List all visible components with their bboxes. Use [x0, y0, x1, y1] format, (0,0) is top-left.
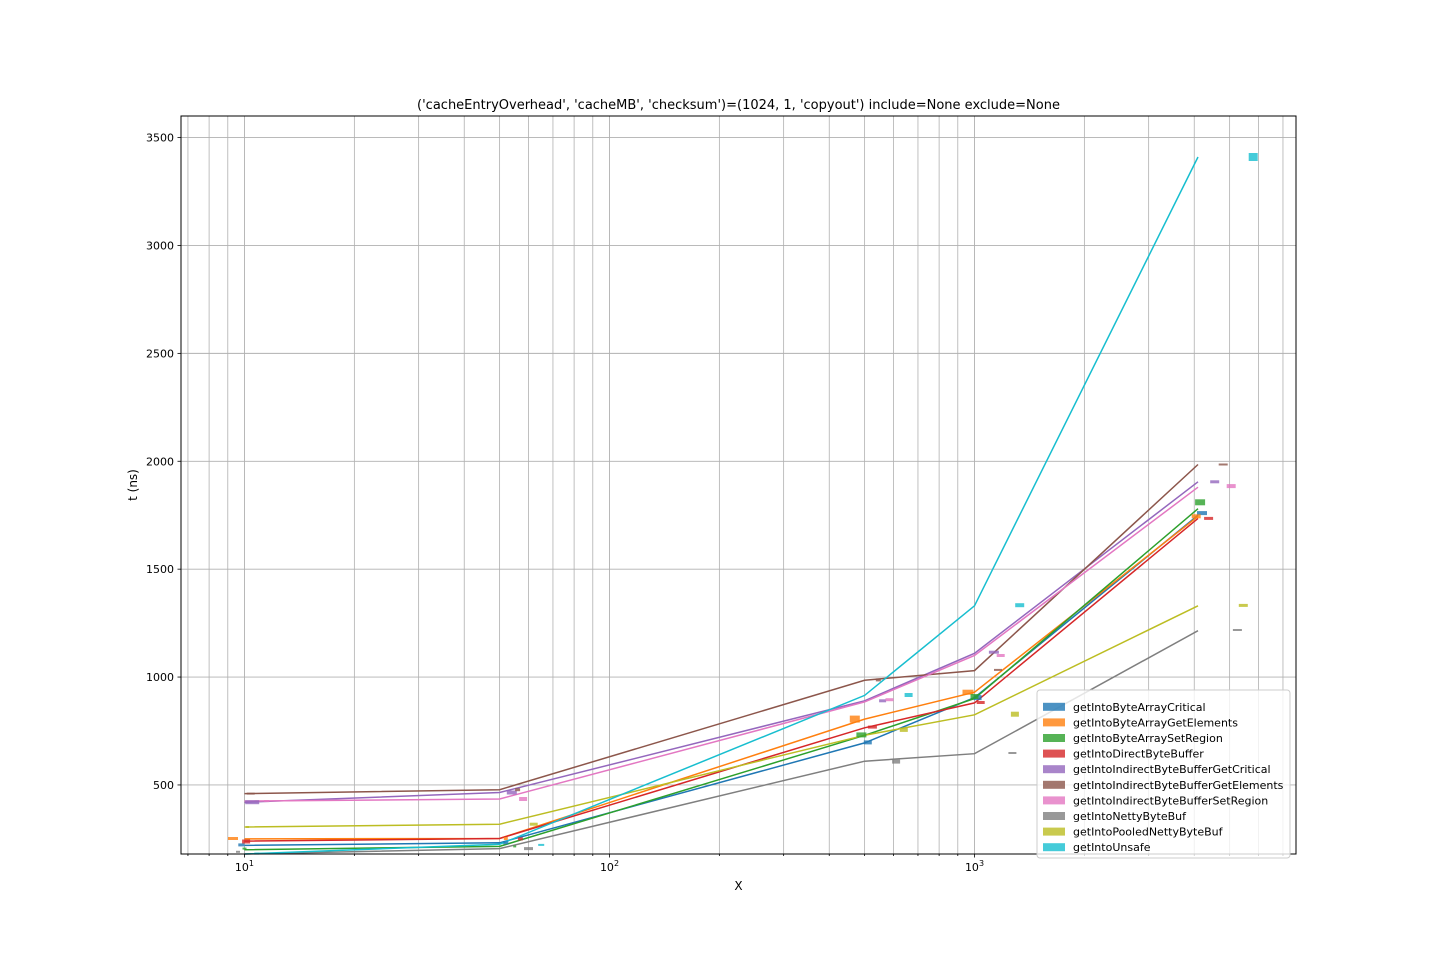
legend-swatch: [1043, 718, 1065, 727]
legend-entry-label: getIntoNettyByteBuf: [1073, 810, 1187, 823]
series-marker: [1204, 516, 1214, 520]
series-marker: [988, 650, 999, 654]
series-marker: [867, 725, 877, 729]
y-tick-label: 3000: [146, 239, 174, 252]
series-marker: [1195, 499, 1206, 506]
legend-swatch: [1043, 812, 1065, 820]
legend-swatch: [1043, 780, 1065, 789]
series-marker: [996, 654, 1005, 657]
series-marker: [264, 800, 270, 803]
legend-entry-label: getIntoByteArraySetRegion: [1073, 732, 1223, 745]
series-marker: [1226, 484, 1236, 489]
legend: getIntoByteArrayCritical getIntoByteArray…: [1036, 689, 1291, 859]
y-tick-label: 1000: [146, 671, 174, 684]
y-tick-label: 3500: [146, 132, 174, 145]
series-marker: [976, 701, 985, 704]
series-marker: [1008, 752, 1017, 754]
series-marker: [529, 822, 538, 826]
y-tick-label: 2000: [146, 455, 174, 468]
legend-swatch: [1043, 765, 1065, 774]
y-axis-label: t (ns): [126, 469, 140, 501]
series-marker: [994, 668, 1002, 671]
series-marker: [885, 698, 894, 702]
series-lines: [244, 156, 1199, 855]
x-tick-label: 103: [965, 859, 984, 874]
series-marker: [236, 850, 240, 853]
legend-swatch: [1043, 796, 1065, 805]
series-marker: [1015, 603, 1025, 608]
series-marker: [849, 715, 860, 723]
x-tick-label: 101: [235, 859, 254, 874]
series-line: [244, 156, 1199, 855]
series-marker: [899, 727, 908, 732]
series-marker: [1210, 480, 1220, 484]
series-marker: [246, 826, 250, 828]
series-marker: [228, 837, 238, 840]
legend-entry-label: getIntoUnsafe: [1073, 841, 1151, 854]
series-marker: [863, 740, 872, 745]
series-marker: [524, 847, 533, 851]
series-marker: [517, 837, 523, 841]
series-line: [244, 463, 1199, 795]
series-marker: [245, 800, 260, 805]
series-marker: [879, 699, 887, 703]
series-marker: [519, 797, 528, 801]
series-marker: [513, 845, 517, 848]
legend-entry-label: getIntoDirectByteBuffer: [1073, 748, 1204, 761]
series-marker: [970, 694, 979, 699]
legend-swatch: [1043, 827, 1065, 836]
series-marker: [1232, 629, 1242, 631]
legend-entry-label: getIntoIndirectByteBufferSetRegion: [1073, 794, 1268, 807]
legend-swatch: [1043, 843, 1065, 852]
series-marker: [904, 693, 913, 697]
series-marker: [503, 837, 508, 840]
y-tick-label: 500: [153, 779, 174, 792]
series-marker: [1191, 514, 1201, 519]
series-marker: [892, 759, 901, 764]
series-marker: [242, 839, 251, 844]
series-marker: [503, 841, 509, 845]
legend-entry-label: getIntoByteArrayCritical: [1073, 701, 1206, 714]
y-tick-label: 2500: [146, 347, 174, 360]
series-marker: [962, 689, 974, 695]
legend-frame: [1036, 689, 1291, 859]
chart-title: ('cacheEntryOverhead', 'cacheMB', 'check…: [417, 98, 1060, 113]
series-line: [244, 481, 1199, 803]
tick-layer: 101 102 103 500 1000 1500 2000 2500 3000 3500: [146, 132, 1284, 874]
x-tick-label: 102: [600, 859, 619, 874]
series-marker: [515, 788, 521, 792]
series-marker: [538, 843, 545, 846]
series-marker: [238, 843, 245, 847]
series-marker: [856, 732, 867, 738]
legend-entry-label: getIntoIndirectByteBufferGetCritical: [1073, 763, 1271, 776]
legend-swatch: [1043, 749, 1065, 758]
series-marker: [875, 678, 881, 682]
series-marker: [242, 847, 247, 850]
series-line: [244, 517, 1199, 842]
legend-swatch: [1043, 702, 1065, 711]
y-tick-label: 1500: [146, 563, 174, 576]
series-marker: [1248, 153, 1258, 161]
legend-swatch: [1043, 734, 1065, 742]
legend-entry-label: getIntoPooledNettyByteBuf: [1073, 826, 1224, 839]
series-marker: [246, 792, 255, 795]
series-marker: [1238, 603, 1248, 607]
series-marker: [1218, 463, 1228, 466]
legend-entry-label: getIntoByteArrayGetElements: [1073, 716, 1238, 729]
series-marker: [1010, 711, 1019, 717]
series-marker: [1197, 511, 1207, 516]
series-marker: [506, 790, 517, 795]
x-axis-label: X: [734, 879, 742, 893]
legend-entry-label: getIntoIndirectByteBufferGetElements: [1073, 779, 1284, 792]
plot-frame: [180, 115, 1297, 855]
series-line: [244, 486, 1199, 802]
